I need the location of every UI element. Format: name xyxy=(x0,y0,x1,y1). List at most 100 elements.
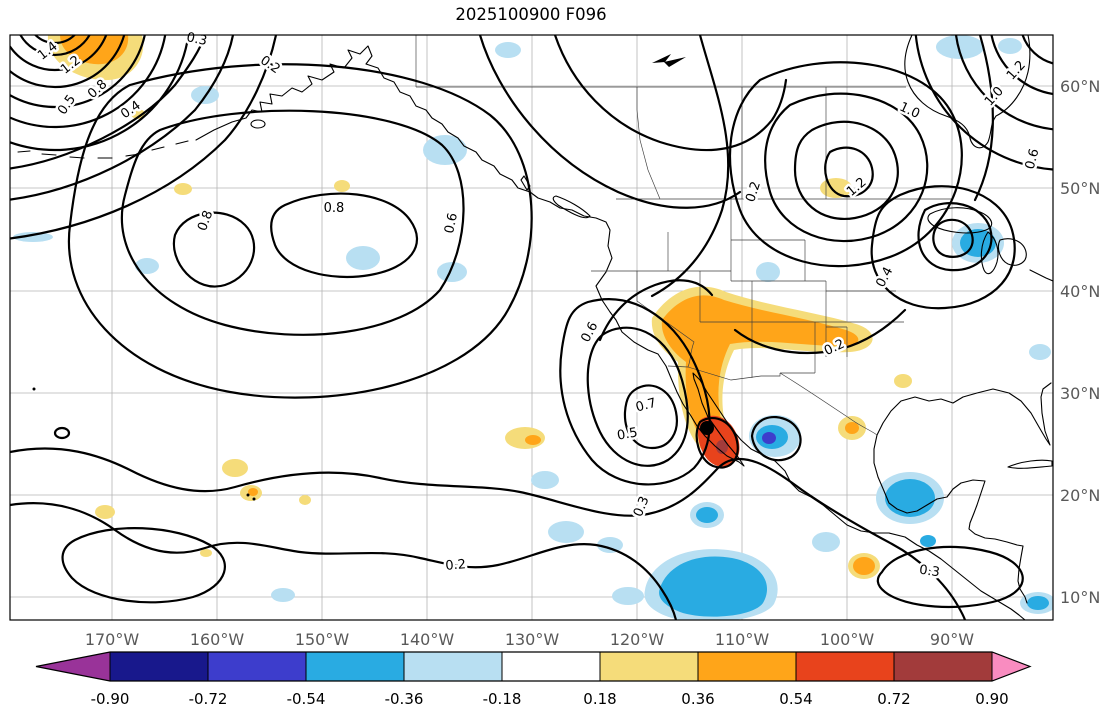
y-tick-label: 50°N xyxy=(1060,179,1100,198)
shading-blob xyxy=(200,549,212,557)
small-contour-glyph xyxy=(652,54,686,67)
shading-blob xyxy=(437,262,467,282)
contour-label: 0.2 xyxy=(257,53,283,77)
y-tick-label: 30°N xyxy=(1060,384,1100,403)
shading-blob xyxy=(334,180,350,192)
contour-baja-maximum xyxy=(53,279,802,486)
contour-label: 0.2 xyxy=(743,180,764,204)
shading-blob xyxy=(271,588,295,602)
shading-blob xyxy=(423,135,467,165)
shading-blob xyxy=(812,532,840,552)
colorbar-tick-label: -0.54 xyxy=(287,690,326,708)
shading-blob xyxy=(299,495,311,505)
contour-label: 0.3 xyxy=(185,30,208,49)
contour-label: 0.8 xyxy=(85,77,110,102)
colorbar-segment xyxy=(796,652,894,681)
colorbar-segment xyxy=(208,652,306,681)
shading-blob xyxy=(174,183,192,195)
colorbar-segment xyxy=(894,652,992,681)
x-axis: 170°W 160°W 150°W 140°W 130°W 120°W 110°… xyxy=(85,630,974,649)
shading-blob xyxy=(60,35,129,65)
x-tick-label: 90°W xyxy=(930,630,974,649)
shading-blob xyxy=(495,42,521,58)
shading-blob xyxy=(548,521,584,543)
shading-blob xyxy=(597,537,623,553)
contour-corner-northeast xyxy=(914,35,1053,171)
contour-label: 0.8 xyxy=(324,201,345,216)
shading-blob xyxy=(659,556,768,617)
coastline-gulf-atlantic xyxy=(876,382,1052,446)
contour-east-loops xyxy=(733,185,1024,609)
contour-label: 0.6 xyxy=(442,212,461,235)
colorbar-tick-label: 0.36 xyxy=(681,690,714,708)
shading-blob xyxy=(95,505,115,519)
contour-label: 0.3 xyxy=(918,563,941,581)
colorbar-tick-label: -0.90 xyxy=(91,690,130,708)
contour-label: 0.7 xyxy=(634,396,658,416)
x-tick-label: 170°W xyxy=(85,630,140,649)
contour-label: 0.3 xyxy=(631,494,653,519)
hawaii-island-dot xyxy=(252,497,256,501)
shading-blob xyxy=(716,440,728,454)
colorbar-tick-label: 0.18 xyxy=(583,690,616,708)
shading-blob xyxy=(612,587,644,605)
colorbar-segment xyxy=(306,652,404,681)
page-title: 2025100900 F096 xyxy=(455,5,606,24)
shading-blob xyxy=(131,109,145,119)
contour-label: 1.0 xyxy=(982,84,1007,109)
x-tick-label: 140°W xyxy=(400,630,455,649)
x-tick-label: 160°W xyxy=(190,630,245,649)
x-tick-label: 110°W xyxy=(715,630,770,649)
shading-blob xyxy=(920,535,936,547)
shading-blob xyxy=(248,488,258,496)
shading xyxy=(13,35,1053,620)
y-tick-label: 60°N xyxy=(1060,77,1100,96)
x-tick-label: 130°W xyxy=(505,630,560,649)
grid xyxy=(10,35,1053,620)
island-speck xyxy=(32,387,36,391)
shading-blob xyxy=(525,435,541,445)
colorbar-under-arrow xyxy=(36,652,110,681)
contour-label: 0.5 xyxy=(616,425,639,443)
coastline-mexico-gulf-caribbean xyxy=(873,434,1028,604)
coastline-north-america-pacific xyxy=(195,45,1026,620)
colorbar-dividers xyxy=(109,652,993,681)
y-tick-label: 40°N xyxy=(1060,282,1100,301)
shading-blob xyxy=(696,507,718,523)
shading-blob xyxy=(894,374,912,388)
shading-blob xyxy=(1029,344,1051,360)
shading-blob xyxy=(853,557,875,575)
colorbar-tick-label: -0.18 xyxy=(483,690,522,708)
shading-blob xyxy=(531,471,559,489)
x-tick-label: 150°W xyxy=(295,630,350,649)
shading-blob xyxy=(135,258,159,274)
x-tick-label: 100°W xyxy=(820,630,875,649)
kodiak-island xyxy=(250,119,266,129)
contour-canada-maximum xyxy=(478,35,994,298)
colorbar-segment xyxy=(600,652,698,681)
contour-subtropics xyxy=(10,447,967,620)
hawaii-island-dot xyxy=(246,493,250,497)
y-axis: 60°N 50°N 40°N 30°N 20°N 10°N xyxy=(1060,77,1100,607)
coastline-cuba xyxy=(1007,459,1053,469)
shading-blob xyxy=(661,295,859,446)
colorbar-tick-label: -0.72 xyxy=(189,690,228,708)
colorbar: -0.90 -0.72 -0.54 -0.36 -0.18 0.18 0.36 … xyxy=(35,651,1032,708)
map-frame xyxy=(9,34,1054,621)
contour-pacific-ridge xyxy=(67,63,533,399)
shading-blob xyxy=(885,479,935,517)
contour-label: 0.2 xyxy=(445,557,467,574)
colorbar-segment xyxy=(502,652,600,681)
colorbar-segment xyxy=(404,652,502,681)
contours xyxy=(10,35,1053,620)
y-tick-label: 20°N xyxy=(1060,486,1100,505)
y-tick-label: 10°N xyxy=(1060,588,1100,607)
shading-blob xyxy=(936,35,984,59)
colorbar-tick-label: -0.36 xyxy=(385,690,424,708)
x-tick-label: 120°W xyxy=(610,630,665,649)
shading-blob xyxy=(13,232,53,242)
contour-label: 0.4 xyxy=(873,265,896,290)
shading-blob xyxy=(346,246,380,270)
